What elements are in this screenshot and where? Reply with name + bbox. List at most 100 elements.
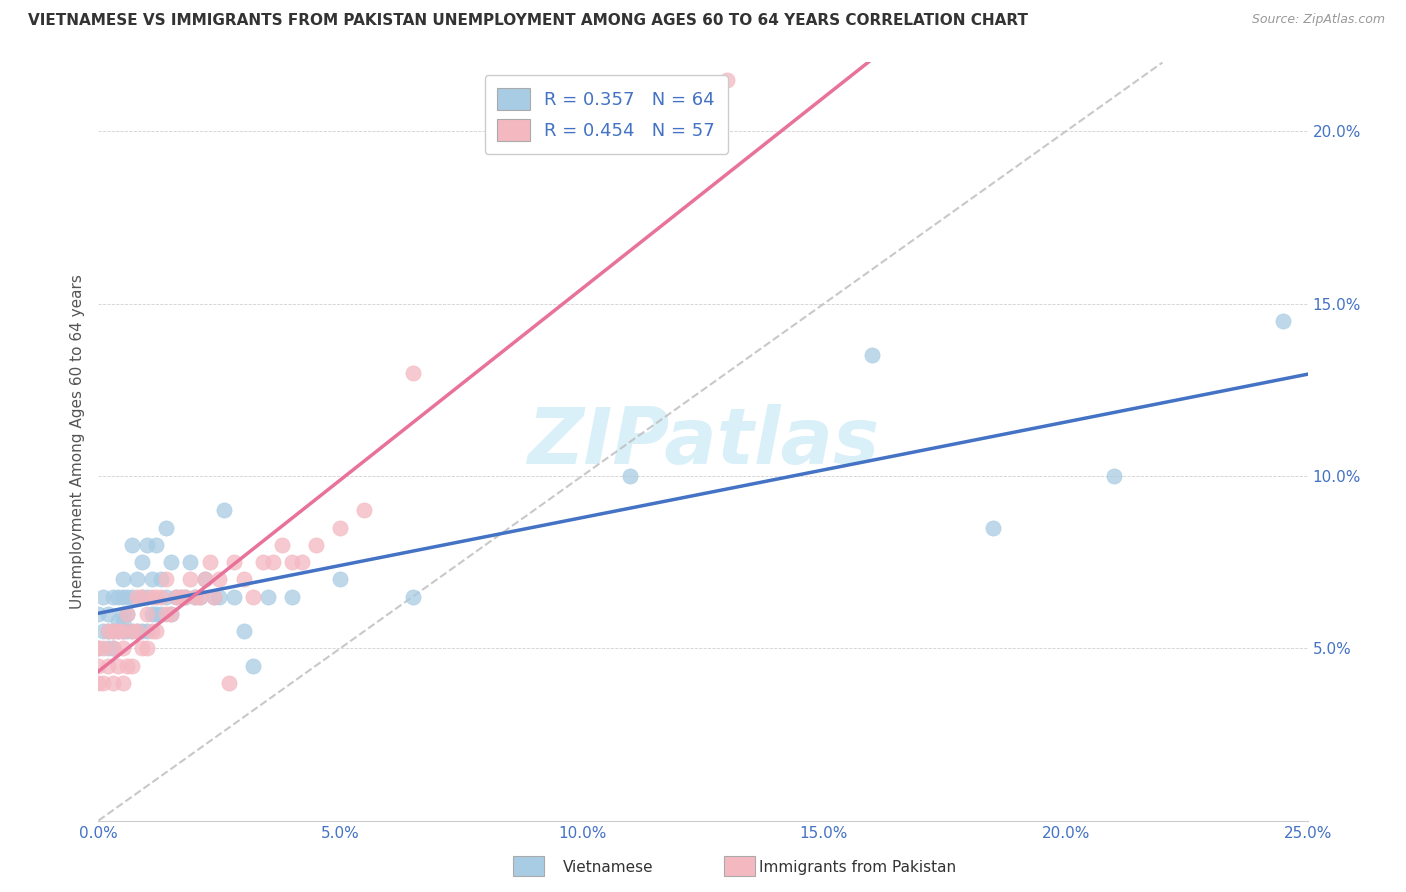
Point <box>107 624 129 639</box>
Point <box>353 503 375 517</box>
Point <box>329 521 352 535</box>
Point <box>117 658 139 673</box>
Point <box>87 641 110 656</box>
Point <box>204 590 226 604</box>
Point <box>135 624 157 639</box>
Point <box>107 624 129 639</box>
Text: Immigrants from Pakistan: Immigrants from Pakistan <box>759 860 956 874</box>
Point <box>87 641 110 656</box>
Point <box>155 607 177 621</box>
Point <box>101 624 124 639</box>
Point <box>232 624 254 639</box>
Point <box>242 590 264 604</box>
Point <box>97 641 120 656</box>
Point <box>402 366 425 380</box>
Point <box>165 590 187 604</box>
Point <box>87 658 110 673</box>
Point <box>329 573 352 587</box>
Point <box>165 590 187 604</box>
Point <box>97 658 120 673</box>
Point <box>212 503 235 517</box>
Point <box>111 624 134 639</box>
Point <box>155 590 177 604</box>
Point <box>619 469 641 483</box>
Point <box>402 590 425 604</box>
Point <box>169 590 191 604</box>
Point <box>127 624 149 639</box>
Point <box>107 658 129 673</box>
Point <box>981 521 1004 535</box>
Point <box>131 555 153 569</box>
Point <box>188 590 211 604</box>
Point <box>135 590 157 604</box>
Text: Vietnamese: Vietnamese <box>562 860 652 874</box>
Point <box>127 624 149 639</box>
Point <box>111 607 134 621</box>
Point <box>97 624 120 639</box>
Point <box>174 590 197 604</box>
Point <box>107 614 129 628</box>
Point <box>281 555 304 569</box>
Point <box>194 573 217 587</box>
Point <box>204 590 226 604</box>
Point <box>91 590 114 604</box>
Point <box>155 521 177 535</box>
Point <box>131 641 153 656</box>
Point <box>145 624 167 639</box>
Point <box>131 590 153 604</box>
Point <box>101 590 124 604</box>
Point <box>111 614 134 628</box>
Point <box>160 555 183 569</box>
Point <box>107 590 129 604</box>
Point <box>184 590 207 604</box>
Point <box>194 573 217 587</box>
Point <box>101 624 124 639</box>
Point <box>198 555 221 569</box>
Point <box>160 607 183 621</box>
Point <box>91 675 114 690</box>
Point <box>208 573 231 587</box>
Point <box>101 641 124 656</box>
Point <box>150 590 173 604</box>
Point <box>262 555 284 569</box>
Point <box>135 538 157 552</box>
Point <box>111 641 134 656</box>
Point <box>305 538 328 552</box>
Point <box>155 573 177 587</box>
Point <box>111 624 134 639</box>
Point <box>135 607 157 621</box>
Point <box>91 624 114 639</box>
Point <box>188 590 211 604</box>
Point <box>174 590 197 604</box>
Point <box>131 624 153 639</box>
Point <box>150 607 173 621</box>
Point <box>141 573 163 587</box>
Point <box>141 590 163 604</box>
Point <box>121 590 143 604</box>
Point <box>97 624 120 639</box>
Point <box>281 590 304 604</box>
Legend: R = 0.357   N = 64, R = 0.454   N = 57: R = 0.357 N = 64, R = 0.454 N = 57 <box>485 75 728 153</box>
Point <box>117 624 139 639</box>
Point <box>117 607 139 621</box>
Point <box>222 590 245 604</box>
Point <box>135 641 157 656</box>
Point <box>169 590 191 604</box>
Point <box>121 538 143 552</box>
Point <box>184 590 207 604</box>
Point <box>121 624 143 639</box>
Text: ZIPatlas: ZIPatlas <box>527 403 879 480</box>
Point <box>131 590 153 604</box>
Point <box>91 641 114 656</box>
Point <box>232 573 254 587</box>
Point <box>208 590 231 604</box>
Point <box>141 607 163 621</box>
Point <box>252 555 274 569</box>
Point <box>111 573 134 587</box>
Point <box>87 675 110 690</box>
Point <box>290 555 312 569</box>
Point <box>218 675 240 690</box>
Y-axis label: Unemployment Among Ages 60 to 64 years: Unemployment Among Ages 60 to 64 years <box>69 274 84 609</box>
Point <box>222 555 245 569</box>
Point <box>716 72 738 87</box>
